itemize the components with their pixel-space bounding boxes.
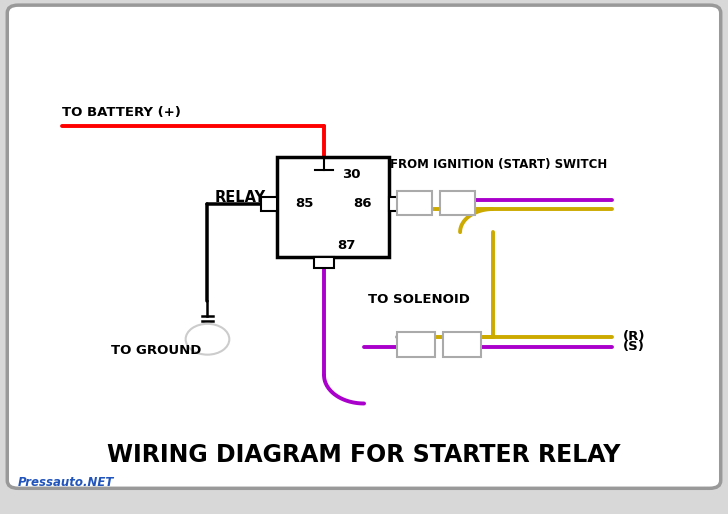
- Text: 86: 86: [353, 197, 371, 210]
- Text: RELAY: RELAY: [215, 190, 266, 206]
- Bar: [397, 332, 435, 357]
- Bar: [277, 157, 389, 257]
- FancyBboxPatch shape: [7, 5, 721, 488]
- Text: 85: 85: [295, 197, 313, 210]
- Bar: [397, 191, 432, 215]
- Text: TO BATTERY (+): TO BATTERY (+): [62, 106, 181, 119]
- Bar: [440, 191, 475, 215]
- Text: (R): (R): [622, 330, 645, 343]
- Bar: [314, 257, 334, 268]
- Text: TO GROUND: TO GROUND: [111, 344, 202, 357]
- Circle shape: [186, 324, 229, 355]
- Text: Pressauto.NET: Pressauto.NET: [18, 476, 114, 489]
- Text: 30: 30: [342, 168, 361, 181]
- Bar: [261, 197, 277, 211]
- Text: WIRING DIAGRAM FOR STARTER RELAY: WIRING DIAGRAM FOR STARTER RELAY: [107, 443, 621, 467]
- Bar: [389, 197, 405, 211]
- Text: (S): (S): [622, 340, 644, 354]
- Bar: [443, 332, 481, 357]
- Text: TO SOLENOID: TO SOLENOID: [368, 293, 470, 306]
- Text: 87: 87: [337, 239, 355, 252]
- Text: FROM IGNITION (START) SWITCH: FROM IGNITION (START) SWITCH: [390, 158, 607, 171]
